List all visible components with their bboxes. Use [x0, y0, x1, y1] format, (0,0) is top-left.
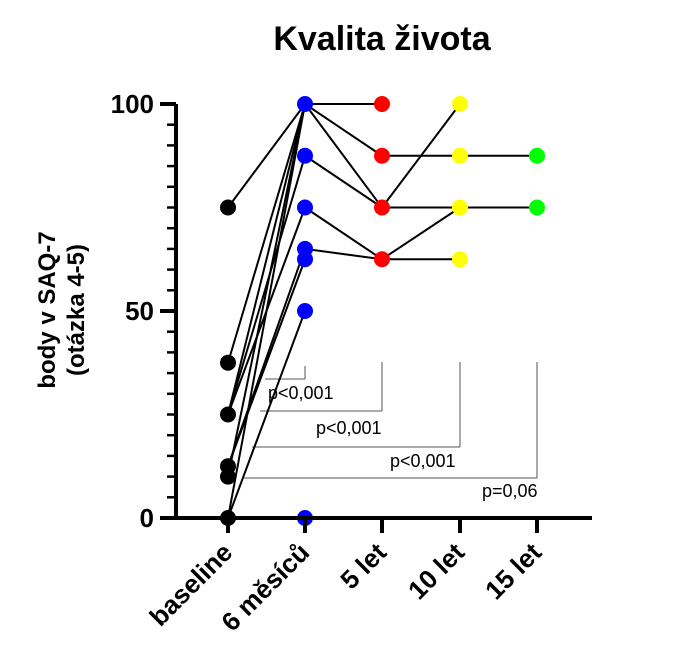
data-point	[220, 406, 236, 423]
series-segment	[304, 206, 383, 261]
data-point	[220, 354, 236, 371]
y-tick-label: 100	[111, 89, 154, 119]
data-point	[374, 251, 390, 268]
data-point	[374, 199, 390, 216]
series-lines	[227, 103, 537, 519]
x-tick-label: 10 let	[402, 537, 470, 605]
data-point	[529, 199, 545, 216]
series-segment	[381, 206, 461, 261]
data-point	[374, 96, 390, 112]
y-tick-label: 50	[125, 296, 154, 326]
p-value-label: p<0,001	[316, 418, 382, 438]
data-point	[297, 96, 313, 112]
data-point	[297, 303, 313, 319]
x-tick-label: 15 let	[479, 537, 547, 605]
data-point	[297, 147, 313, 164]
p-value-label: p=0,06	[482, 481, 538, 501]
series-segment	[227, 103, 306, 209]
series-segment	[227, 103, 306, 477]
series-segment	[227, 155, 306, 415]
series-segment	[227, 103, 306, 364]
series-segment	[304, 247, 383, 261]
data-point	[529, 147, 545, 164]
data-point	[452, 96, 468, 112]
series-segment	[304, 154, 383, 209]
data-point	[452, 147, 468, 164]
data-points	[220, 96, 545, 526]
data-point	[220, 199, 236, 216]
y-axis-label-line-2: (otázka 4-5)	[63, 244, 90, 376]
data-point	[452, 199, 468, 216]
x-tick-label: 5 let	[334, 537, 392, 595]
series-segment	[227, 310, 306, 519]
series-segment	[304, 103, 383, 209]
data-point	[452, 251, 468, 268]
data-point	[374, 147, 390, 164]
significance-brackets: p<0,001 p<0,001 p<0,001 p=0,06	[244, 362, 538, 501]
series-segment	[227, 103, 306, 415]
y-tick-label: 0	[140, 503, 154, 533]
series-segment	[227, 258, 306, 467]
series-segment	[304, 103, 383, 157]
p-value-label: p<0,001	[268, 383, 334, 403]
data-point	[297, 199, 313, 216]
y-axis-label: body v SAQ-7 (otázka 4-5)	[34, 231, 90, 388]
y-axis-label-line-1: body v SAQ-7	[34, 231, 61, 388]
p-value-label: p<0,001	[390, 451, 456, 471]
series-segment	[227, 103, 306, 519]
data-point	[297, 251, 313, 268]
chart-title: Kvalita života	[273, 20, 491, 58]
data-point	[220, 468, 236, 485]
